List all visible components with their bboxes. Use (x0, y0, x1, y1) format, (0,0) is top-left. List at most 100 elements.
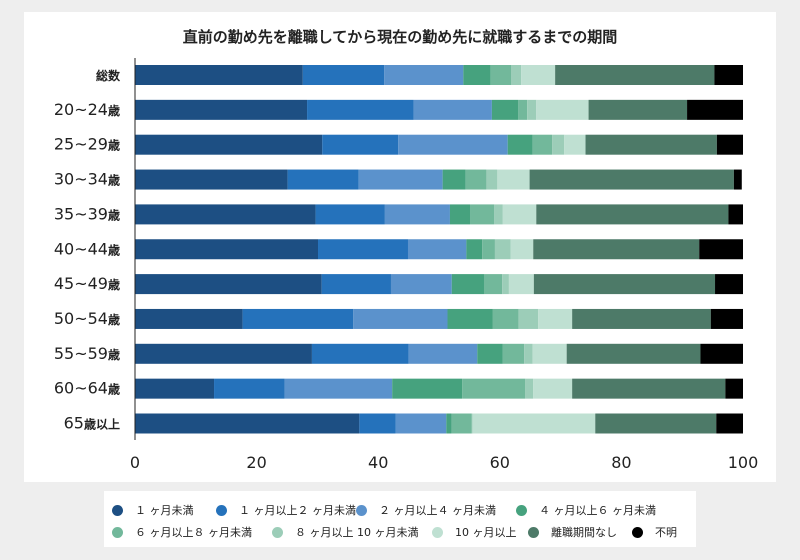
bar-segment-0-2 (384, 65, 464, 85)
bar-segment-5-6 (510, 239, 534, 260)
bar-segment-1-8 (687, 99, 743, 120)
bar-segment-0-5 (511, 65, 522, 85)
legend-label: １ ヶ月以上２ ヶ月未満 (239, 504, 356, 517)
bar-segment-2-7 (585, 134, 717, 155)
bar-segment-7-1 (242, 308, 354, 329)
bar-segment-7-3 (447, 308, 493, 329)
bar-segment-9-3 (392, 378, 463, 399)
bar-segment-5-7 (533, 239, 700, 260)
x-tick-label: 40 (368, 453, 388, 472)
category-label: 55~59歳 (54, 344, 120, 363)
bar-segment-1-4 (518, 99, 528, 120)
bar-segment-8-4 (502, 343, 525, 364)
bar-segment-3-6 (497, 169, 530, 190)
x-tick-label: 60 (490, 453, 510, 472)
bar-segment-4-7 (536, 204, 729, 225)
bar-segment-1-2 (413, 99, 492, 120)
legend-item: ８ ヶ月以上 10 ヶ月未満 (272, 524, 419, 540)
bar-segment-5-1 (318, 239, 408, 260)
legend-label: ６ ヶ月以上８ ヶ月未満 (135, 526, 252, 539)
bar-segment-10-2 (395, 413, 447, 434)
bar-segment-2-2 (398, 134, 508, 155)
chart-title: 直前の勤め先を離職してから現在の勤め先に就職するまでの期間 (182, 28, 618, 46)
bar-segment-3-5 (486, 169, 498, 190)
category-label: 50~54歳 (54, 309, 120, 328)
bar-segment-3-4 (465, 169, 487, 190)
bar-segment-9-0 (135, 378, 215, 399)
category-label: 20~24歳 (54, 100, 120, 119)
bar-segment-10-5 (471, 413, 473, 434)
bar-segment-10-4 (451, 413, 472, 434)
legend-item: 離職期間なし (528, 524, 617, 540)
bar-segment-2-8 (716, 134, 743, 155)
chart-panel: 直前の勤め先を離職してから現在の勤め先に就職するまでの期間 総数 20~24歳 25… (24, 12, 776, 482)
bar-segment-6-7 (533, 274, 716, 295)
bar-segment-2-0 (135, 134, 323, 155)
bar-segment-2-1 (322, 134, 399, 155)
bar-segment-1-0 (135, 99, 308, 120)
bar-segment-6-5 (502, 274, 509, 295)
bar-segment-9-4 (462, 378, 526, 399)
legend-swatch (112, 504, 123, 516)
bar-segment-2-5 (552, 134, 565, 155)
legend-item: 10 ヶ月以上 (432, 524, 517, 540)
bar-segment-4-6 (502, 204, 537, 225)
category-label: 40~44歳 (54, 239, 120, 258)
bar-segment-9-6 (533, 378, 573, 399)
bar-segment-4-3 (449, 204, 470, 225)
bar-segment-0-4 (490, 65, 512, 85)
bar-segment-0-3 (463, 65, 491, 85)
bar-segment-3-0 (135, 169, 288, 190)
bar-segment-4-5 (494, 204, 503, 225)
category-label: 60~64歳 (54, 379, 120, 398)
bar-segment-6-3 (451, 274, 484, 295)
legend-item: １ ヶ月未満 (112, 502, 194, 518)
bar-segment-0-0 (135, 65, 303, 85)
bar-segment-7-8 (710, 308, 743, 329)
bar-segment-6-0 (135, 274, 322, 295)
bar-segment-5-5 (494, 239, 511, 260)
category-label: 総数 (96, 68, 121, 83)
bar-segment-3-7 (529, 169, 734, 190)
bar-segment-9-7 (572, 378, 726, 399)
bar-segment-2-3 (507, 134, 533, 155)
legend-swatch (632, 526, 643, 538)
bar-segment-7-0 (135, 308, 243, 329)
bar-segment-6-4 (483, 274, 503, 295)
bar-segment-6-6 (508, 274, 534, 295)
chart-legend: １ ヶ月未満 １ ヶ月以上２ ヶ月未満 ２ ヶ月以上４ ヶ月未満 ４ ヶ月以上６ ヶ月… (104, 491, 696, 547)
bar-segment-7-6 (538, 308, 573, 329)
bar-segment-9-2 (284, 378, 393, 399)
bar-segment-2-6 (564, 134, 586, 155)
bar-segment-0-1 (302, 65, 385, 85)
bar-segment-6-2 (390, 274, 452, 295)
bar-segment-9-5 (525, 378, 534, 399)
bar-segment-10-0 (135, 413, 360, 434)
bar-segment-6-1 (321, 274, 391, 295)
legend-item: １ ヶ月以上２ ヶ月未満 (216, 502, 356, 518)
bar-segment-3-1 (287, 169, 359, 190)
x-tick-label: 0 (130, 453, 140, 472)
bar-segment-0-7 (555, 65, 715, 85)
bar-segment-3-3 (442, 169, 466, 190)
bar-segment-8-8 (700, 343, 743, 364)
legend-label: 離職期間なし (551, 526, 617, 539)
bar-segment-1-3 (491, 99, 519, 120)
bar-segment-2-4 (532, 134, 553, 155)
category-label: 30~34歳 (54, 170, 120, 189)
bar-segment-4-0 (135, 204, 316, 225)
bar-segment-1-1 (307, 99, 414, 120)
bar-segment-5-2 (407, 239, 467, 260)
legend-item: ２ ヶ月以上４ ヶ月未満 (356, 502, 496, 518)
bar-segment-5-4 (482, 239, 495, 260)
bar-segment-1-5 (527, 99, 537, 120)
bar-segment-9-8 (725, 378, 743, 399)
bar-segment-5-8 (699, 239, 743, 260)
bar-segment-1-7 (588, 99, 688, 120)
x-tick-label: 20 (246, 453, 266, 472)
bar-segment-1-6 (536, 99, 589, 120)
legend-swatch (112, 526, 123, 538)
bar-segment-7-4 (492, 308, 519, 329)
bar-segment-10-6 (472, 413, 596, 434)
bar-segment-5-3 (466, 239, 483, 260)
